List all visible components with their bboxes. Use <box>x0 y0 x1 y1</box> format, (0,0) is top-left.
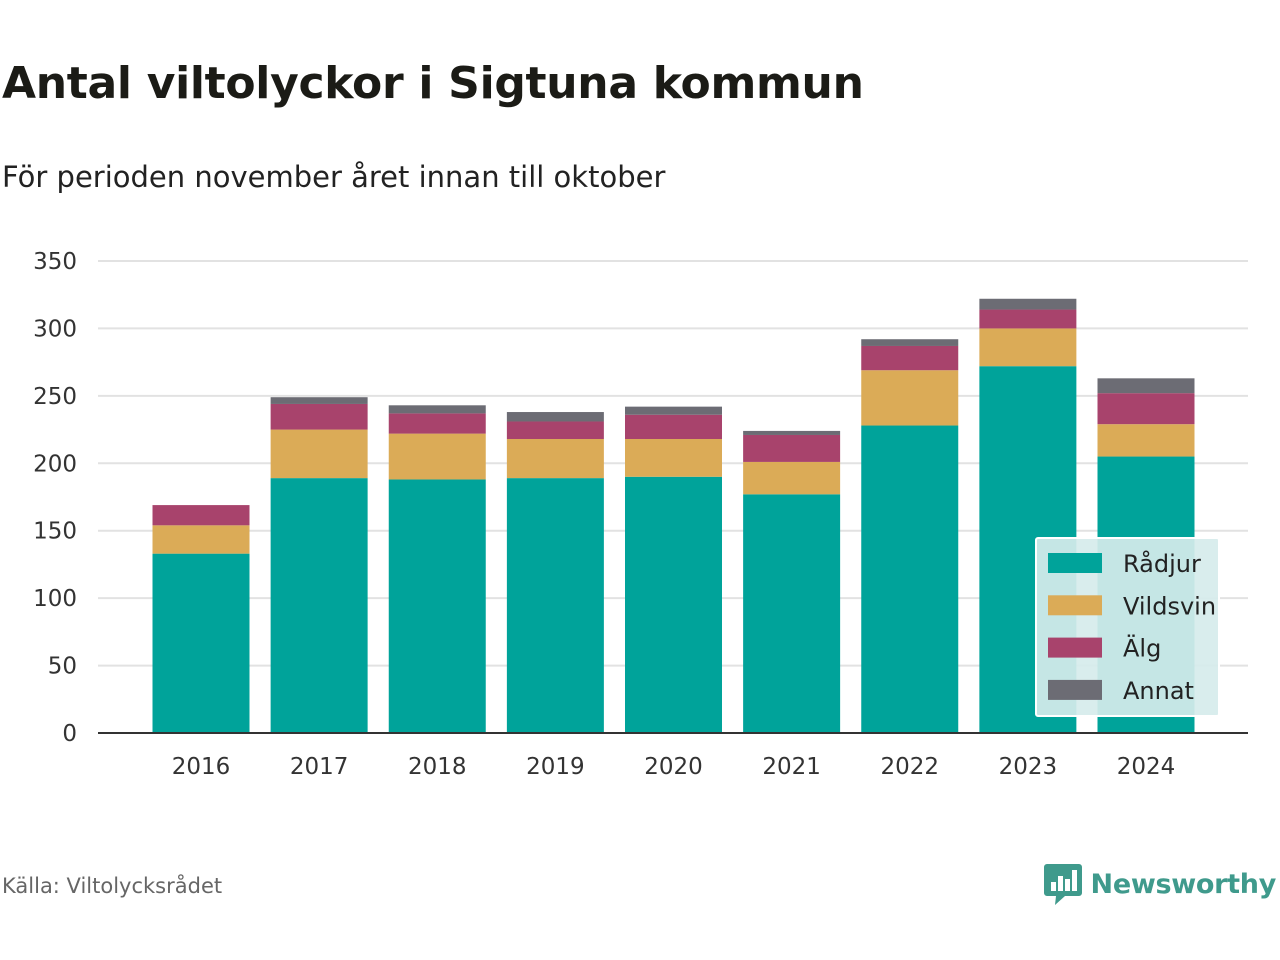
bar-segment <box>743 461 841 495</box>
legend-label: Älg <box>1123 634 1161 663</box>
x-tick-label: 2024 <box>1117 754 1176 780</box>
bar-segment <box>861 425 959 733</box>
bar-segment <box>270 397 368 404</box>
bar-segment <box>388 405 486 414</box>
bar-segment <box>625 406 722 415</box>
bar-segment <box>861 370 959 426</box>
x-tick-label: 2016 <box>172 754 231 780</box>
bar-segment <box>743 434 841 462</box>
x-tick-label: 2019 <box>526 754 585 780</box>
source-note: Källa: Viltolycksrådet <box>2 874 223 898</box>
y-tick-label: 0 <box>62 721 77 747</box>
bar-segment <box>152 525 250 554</box>
bar-segment <box>388 433 486 480</box>
newsworthy-logo[interactable]: Newsworthy <box>1043 862 1276 906</box>
bar-segment <box>861 345 959 371</box>
legend-box <box>1035 537 1220 717</box>
y-tick-label: 250 <box>33 384 77 410</box>
bar-segment <box>979 309 1077 329</box>
chart-subtitle: För perioden november året innan till ok… <box>2 160 666 194</box>
bar-segment <box>625 476 722 733</box>
x-tick-label: 2021 <box>762 754 821 780</box>
legend-swatch <box>1048 637 1102 658</box>
bar-segment <box>979 328 1077 367</box>
bar-segment <box>152 553 250 733</box>
chart-title: Antal viltolyckor i Sigtuna kommun <box>2 58 864 109</box>
bar-segment <box>979 298 1077 310</box>
x-tick-label: 2022 <box>880 754 939 780</box>
bar-segment <box>625 439 722 477</box>
bar-segment <box>1097 393 1195 425</box>
bar-segment <box>743 430 841 435</box>
bar-segment <box>270 403 368 430</box>
y-tick-label: 100 <box>33 586 77 612</box>
bar-chart-speech-bubble-icon <box>1043 864 1082 905</box>
bar-segment <box>861 339 959 346</box>
bar-segment <box>388 413 486 434</box>
y-tick-label: 300 <box>33 316 77 342</box>
y-tick-label: 50 <box>48 654 77 680</box>
x-tick-label: 2018 <box>408 754 467 780</box>
bar-segment <box>1097 378 1195 394</box>
bar-segment <box>506 478 604 733</box>
brand-name: Newsworthy <box>1090 868 1277 900</box>
y-tick-label: 150 <box>33 519 77 545</box>
x-tick-label: 2017 <box>290 754 349 780</box>
y-tick-label: 200 <box>33 451 77 477</box>
bar-segment <box>506 439 604 479</box>
bar-segment <box>743 494 841 733</box>
x-tick-label: 2020 <box>644 754 703 780</box>
legend-label: Vildsvin <box>1123 592 1216 620</box>
legend-swatch <box>1048 553 1102 573</box>
bar-segment <box>152 505 250 526</box>
bar-segment <box>506 412 604 422</box>
x-tick-label: 2023 <box>999 754 1058 780</box>
bar-segment <box>270 478 368 733</box>
bar-segment <box>270 429 368 479</box>
bar-segment <box>1097 424 1195 457</box>
y-tick-label: 350 <box>33 249 77 275</box>
bar-segment <box>625 414 722 440</box>
legend-swatch <box>1048 595 1102 616</box>
legend-label: Annat <box>1123 677 1194 705</box>
bar-segment <box>506 421 604 440</box>
bar-segment <box>388 479 486 733</box>
legend-swatch <box>1048 679 1102 700</box>
legend-label: Rådjur <box>1123 549 1201 578</box>
